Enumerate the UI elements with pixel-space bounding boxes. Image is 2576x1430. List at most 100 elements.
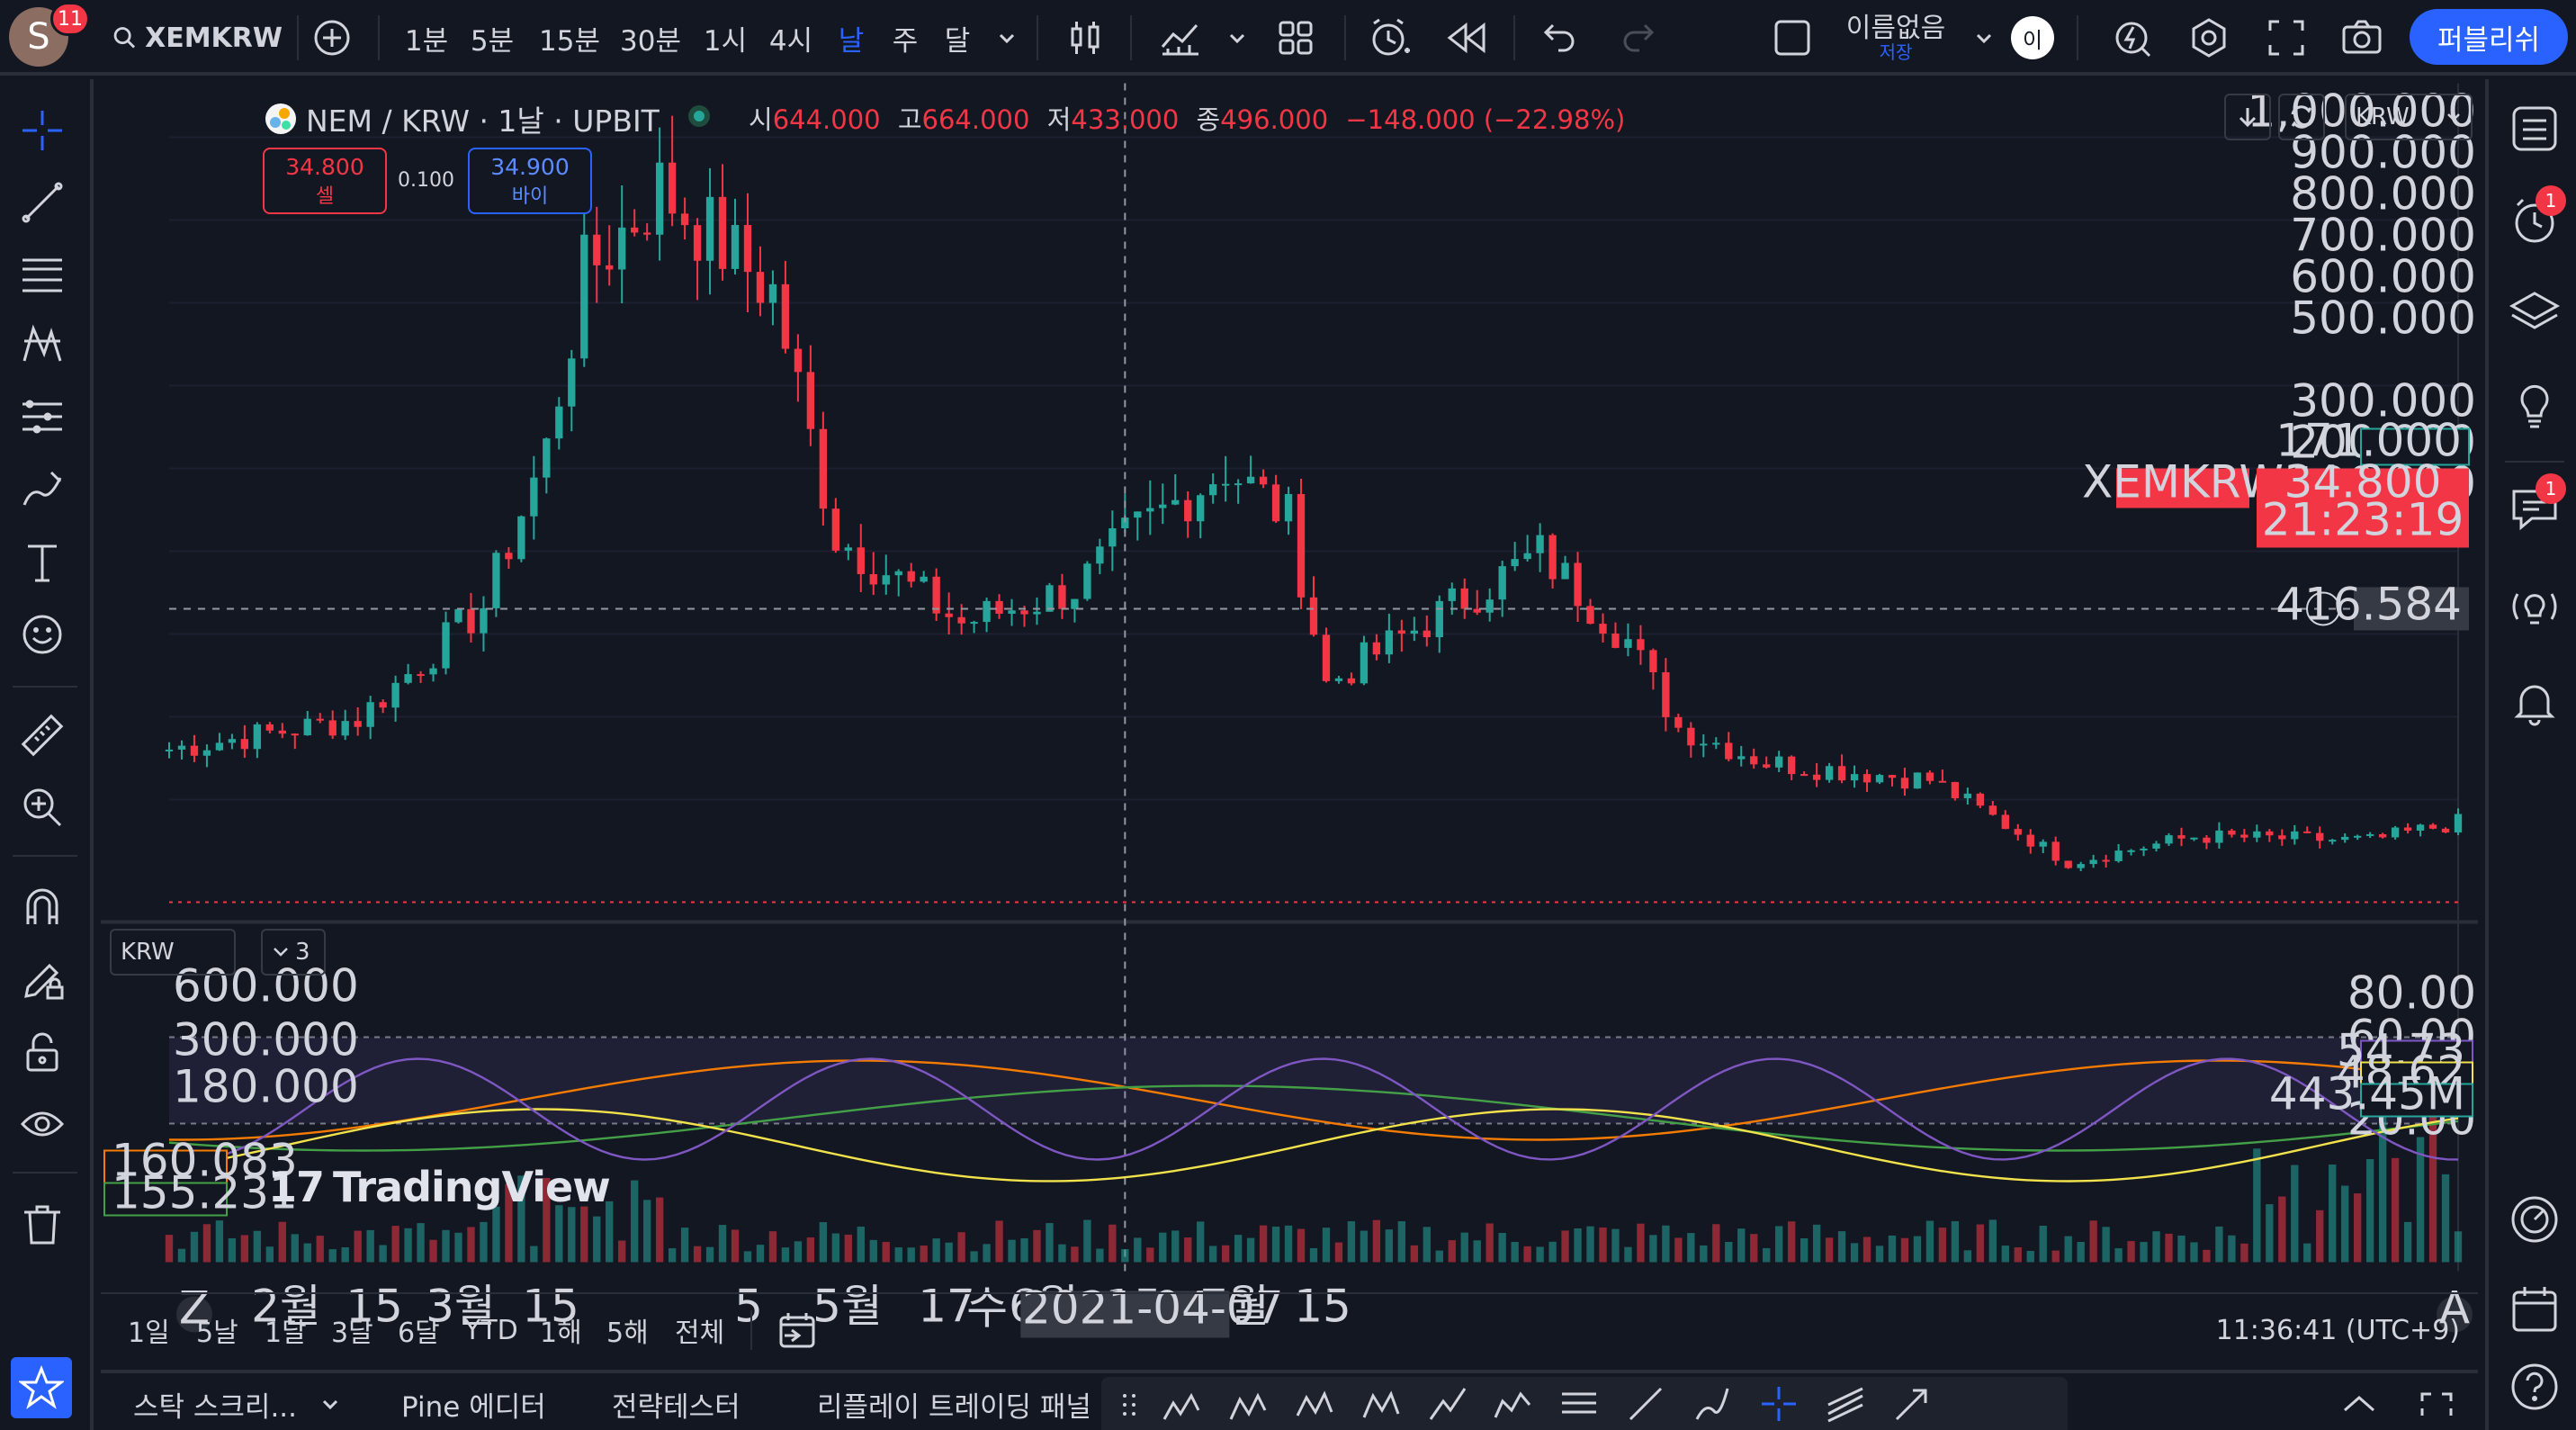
tradingview-watermark[interactable]: 𝟭𝟳 TradingView	[268, 1163, 611, 1211]
expand-panel-button[interactable]	[2341, 1377, 2377, 1430]
user-initial-avatar[interactable]: 이	[2010, 0, 2055, 76]
range-5d[interactable]: 5날	[196, 1318, 238, 1349]
emoji-tool[interactable]	[13, 605, 72, 664]
arrow-tool[interactable]	[1888, 1382, 1936, 1426]
collapse-indicators-button[interactable]: 3	[261, 929, 326, 976]
volume-bar	[983, 1244, 991, 1263]
regression-tool[interactable]	[1821, 1382, 1870, 1426]
interval-1h[interactable]: 1시	[703, 24, 748, 58]
interval-15m[interactable]: 15분	[539, 24, 600, 58]
timezone-clock[interactable]: 11:36:41 (UTC+9)	[2215, 1314, 2460, 1346]
alerts-button[interactable]: 1	[2505, 185, 2566, 250]
magnet-tool[interactable]	[13, 878, 72, 938]
chart-canvas[interactable]: 1,000.000900.000800.000700.000600.000500…	[101, 83, 2478, 1365]
buy-button[interactable]: 34.900 바이	[468, 148, 592, 214]
hide-drawings-tool[interactable]	[13, 1094, 72, 1154]
interval-dropdown[interactable]	[993, 0, 1020, 76]
ae-pattern-tool[interactable]	[1290, 1382, 1339, 1426]
layout-dropdown[interactable]	[1970, 0, 1997, 76]
chart-type-button[interactable]	[1062, 0, 1108, 76]
favorites-button[interactable]	[11, 1357, 72, 1418]
publish-button[interactable]: 퍼블리쉬	[2410, 9, 2568, 65]
indicators-dropdown[interactable]	[1224, 0, 1251, 76]
candle-body	[1763, 764, 1771, 768]
maximize-panel-button[interactable]	[2419, 1377, 2455, 1430]
compare-button[interactable]	[308, 0, 356, 76]
parallel-lines-tool[interactable]	[1555, 1382, 1603, 1426]
interval-month[interactable]: 달	[944, 24, 971, 58]
brush-tool[interactable]	[13, 461, 72, 520]
interval-5m[interactable]: 5분	[470, 24, 515, 58]
screenshot-button[interactable]	[2336, 0, 2388, 76]
crosshair-fav-tool[interactable]	[1755, 1382, 1803, 1426]
drag-handle[interactable]	[1105, 1382, 1153, 1426]
range-all[interactable]: 전체	[675, 1318, 725, 1349]
elliott-wave-tool[interactable]	[1157, 1382, 1206, 1426]
candle-body	[970, 622, 978, 625]
trend-line-tool[interactable]	[13, 173, 72, 232]
zoom-tool[interactable]	[13, 778, 72, 837]
streams-button[interactable]	[2505, 578, 2564, 637]
interval-1m[interactable]: 1분	[404, 24, 449, 58]
go-to-date-button[interactable]	[777, 1294, 819, 1366]
object-tree-button[interactable]	[2505, 283, 2564, 342]
tab-replay-panel[interactable]: 리플레이 트레이딩 패널	[817, 1390, 1091, 1424]
layout-grid-button[interactable]	[1270, 0, 1321, 76]
indicators-button[interactable]	[1155, 0, 1206, 76]
measure-tool[interactable]	[13, 706, 72, 765]
forecast-tool[interactable]	[13, 387, 72, 446]
symbol-search-button[interactable]: XEMKRW	[112, 0, 283, 76]
line-tool[interactable]	[1621, 1382, 1670, 1426]
interval-4h[interactable]: 4시	[768, 24, 813, 58]
replay-button[interactable]	[1441, 0, 1492, 76]
range-5y[interactable]: 5해	[606, 1318, 649, 1349]
pane-currency-label[interactable]: KRW	[110, 929, 236, 976]
interval-day[interactable]: 날	[838, 24, 865, 58]
zigzag-tool[interactable]	[1423, 1382, 1472, 1426]
text-tool[interactable]	[13, 533, 72, 592]
quick-search-button[interactable]	[2105, 0, 2158, 76]
remove-drawings-tool[interactable]	[13, 1195, 72, 1255]
tab-stock-screener[interactable]: 스탁 스크리...	[133, 1377, 340, 1430]
alert-button[interactable]	[1364, 0, 1416, 76]
stay-drawing-tool[interactable]	[13, 950, 72, 1010]
layout-name-button[interactable]: 이름없음 저장	[1836, 0, 1956, 76]
volume-bar	[718, 1225, 727, 1263]
redo-button[interactable]	[1612, 0, 1663, 76]
range-1m[interactable]: 1달	[265, 1318, 307, 1349]
interval-30m[interactable]: 30분	[620, 24, 681, 58]
abcd-pattern-tool[interactable]	[1224, 1382, 1272, 1426]
wz-pattern-tool[interactable]	[1488, 1382, 1537, 1426]
range-1d[interactable]: 1일	[128, 1318, 170, 1349]
currency-select[interactable]: KRW	[2345, 94, 2473, 140]
wy-pattern-tool[interactable]	[1357, 1382, 1405, 1426]
pattern-tool[interactable]	[13, 315, 72, 374]
lock-drawings-tool[interactable]	[13, 1022, 72, 1082]
help-button[interactable]	[2505, 1357, 2564, 1417]
ideas-button[interactable]	[2505, 376, 2564, 436]
data-window-button[interactable]	[2505, 1190, 2564, 1249]
download-button[interactable]	[2224, 94, 2271, 140]
settings-button[interactable]	[2183, 0, 2235, 76]
range-1y[interactable]: 1해	[540, 1318, 582, 1349]
sell-button[interactable]: 34.800 셀	[263, 148, 387, 214]
chat-button[interactable]: 1	[2505, 473, 2566, 538]
crosshair-tool[interactable]	[13, 101, 72, 160]
notifications-button[interactable]	[2505, 673, 2564, 733]
curve-tool[interactable]	[1688, 1382, 1737, 1426]
range-ytd[interactable]: YTD	[464, 1314, 518, 1346]
undo-button[interactable]	[1535, 0, 1585, 76]
range-3m[interactable]: 3달	[331, 1318, 373, 1349]
range-6m[interactable]: 6달	[398, 1318, 440, 1349]
tab-strategy-tester[interactable]: 전략테스터	[612, 1390, 740, 1424]
interval-week[interactable]: 주	[892, 24, 919, 58]
fullscreen-button[interactable]	[2260, 0, 2312, 76]
select-layout-checkbox[interactable]	[1769, 0, 1816, 76]
chart-area[interactable]: 1,000.000 900.000 800.000 700.000 600.000 500…	[101, 83, 2478, 1365]
refresh-button[interactable]	[2278, 94, 2325, 140]
fib-tool[interactable]	[13, 245, 72, 304]
watchlist-button[interactable]	[2505, 99, 2564, 158]
legend-symbol[interactable]: NEM / KRW · 1날 · UPBIT	[263, 97, 660, 140]
tab-pine-editor[interactable]: Pine 에디터	[401, 1390, 546, 1424]
calendar-button[interactable]	[2505, 1280, 2564, 1339]
